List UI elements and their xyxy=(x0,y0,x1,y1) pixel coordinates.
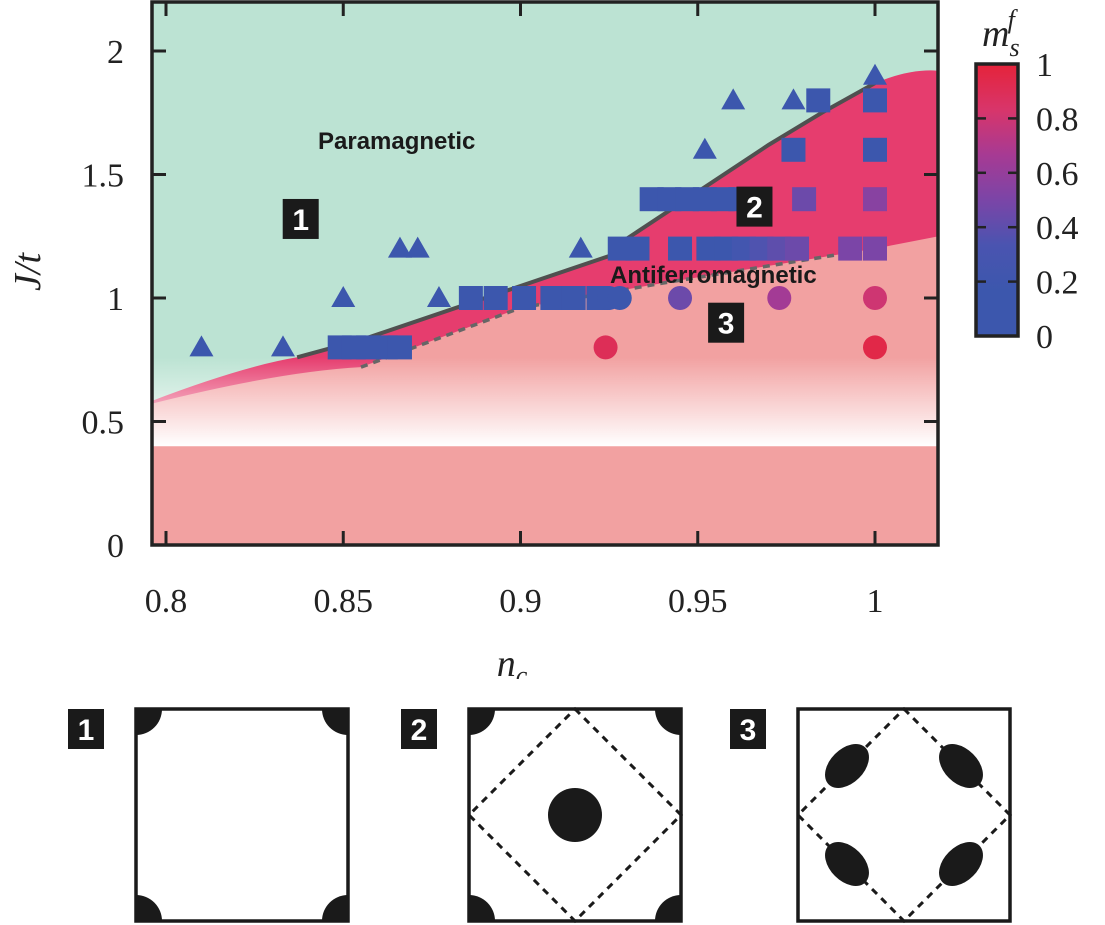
fermi-inset-3: 3 xyxy=(730,679,1040,925)
square-marker xyxy=(625,236,650,261)
antiferromagnetic-fade xyxy=(152,357,938,447)
phase-boundary-line xyxy=(296,81,876,360)
region-badge-2 xyxy=(736,186,773,227)
colorbar-tick-label: 1 xyxy=(1036,47,1053,84)
region-badge-label: 2 xyxy=(746,192,763,225)
circle-marker xyxy=(593,335,618,360)
square-marker xyxy=(785,236,810,261)
colorbar-tick-label: 0.8 xyxy=(1036,101,1079,138)
triangle-marker xyxy=(405,236,430,258)
circle-marker xyxy=(863,335,887,360)
plot-frame xyxy=(150,0,940,547)
fermi-inset-1: 1 xyxy=(68,679,378,925)
triangle-marker xyxy=(270,335,295,357)
square-marker xyxy=(561,286,586,310)
inset-mask xyxy=(106,709,136,921)
square-marker xyxy=(863,137,887,162)
square-marker xyxy=(863,187,887,212)
elliptical-pocket xyxy=(825,744,869,788)
inset-mask xyxy=(439,679,711,709)
inset-mask xyxy=(681,709,711,921)
y-axis-label: J/t xyxy=(7,252,49,291)
axis-ticks: 0.8 0.85 0.9 0.95 1 0 0.5 1 1.5 2 xyxy=(82,2,938,620)
square-marker xyxy=(792,187,817,212)
elliptical-pocket xyxy=(825,842,869,886)
inset-badge-label: 2 xyxy=(411,714,428,747)
colorbar-tick-label: 0.6 xyxy=(1036,156,1079,193)
data-markers xyxy=(189,63,887,360)
region-badge-1 xyxy=(282,198,319,239)
x-tick-label: 1 xyxy=(867,583,884,620)
triangle-marker xyxy=(863,63,887,85)
triangle-marker xyxy=(387,236,412,258)
colorbar-tick-label: 0.4 xyxy=(1036,210,1079,247)
fermi-surface-insets: 1 2 3 xyxy=(68,679,1040,925)
fermi-inset-2: 2 xyxy=(401,679,711,925)
colorbar-label: msf xyxy=(982,5,1020,62)
triangle-marker xyxy=(568,236,593,258)
square-marker xyxy=(806,88,831,113)
inset-badge-label: 1 xyxy=(78,714,95,747)
square-marker xyxy=(863,236,887,261)
inset-mask xyxy=(768,679,1040,709)
triangle-marker xyxy=(426,286,451,307)
region-badge-3 xyxy=(708,302,745,343)
square-marker xyxy=(838,236,863,261)
circle-marker xyxy=(863,286,887,310)
inset-mask xyxy=(106,679,378,709)
colorbar: msf 0 0.2 0.4 0.6 0.8 1 xyxy=(974,5,1079,356)
y-tick-label: 0 xyxy=(107,528,124,565)
region-badge-label: 3 xyxy=(718,308,735,341)
elliptical-pocket xyxy=(939,842,983,886)
x-tick-label: 0.9 xyxy=(499,583,542,620)
phase-regions xyxy=(152,2,938,545)
triangle-marker xyxy=(331,286,356,307)
triangle-marker xyxy=(721,88,746,110)
colorbar-tick-label: 0 xyxy=(1036,319,1053,356)
y-tick-label: 0.5 xyxy=(82,405,125,442)
y-tick-label: 2 xyxy=(107,34,124,71)
y-tick-label: 1 xyxy=(107,281,124,318)
square-marker xyxy=(863,88,887,113)
region-badges: 1 2 3 xyxy=(282,186,773,343)
square-marker xyxy=(668,236,693,261)
square-marker xyxy=(781,137,806,162)
center-pocket xyxy=(548,788,602,842)
inset-mask xyxy=(106,921,378,925)
elliptical-pocket xyxy=(939,744,983,788)
triangle-marker xyxy=(692,137,717,159)
triangle-marker xyxy=(781,88,806,110)
paramagnetic-label: Paramagnetic xyxy=(318,128,475,155)
antiferromagnetic-label: Antiferromagnetic xyxy=(610,262,817,289)
brillouin-zone-frame xyxy=(796,707,1012,923)
inset-mask xyxy=(439,709,469,921)
region-badge-label: 1 xyxy=(292,204,309,237)
x-tick-label: 0.95 xyxy=(668,583,728,620)
inset-badge-label: 3 xyxy=(740,714,757,747)
dashed-brillouin-zone xyxy=(795,706,1013,924)
inset-mask xyxy=(768,709,798,921)
square-marker xyxy=(540,286,565,310)
brillouin-zone-frame xyxy=(134,707,350,923)
square-marker xyxy=(512,286,537,310)
square-marker xyxy=(458,286,483,310)
square-marker xyxy=(483,286,508,310)
inset-badge xyxy=(401,709,437,749)
x-tick-label: 0.8 xyxy=(145,583,188,620)
inset-badge xyxy=(730,709,766,749)
inset-mask xyxy=(1010,709,1040,921)
colorbar-gradient xyxy=(974,62,1020,338)
inset-badge xyxy=(68,709,104,749)
square-marker xyxy=(387,335,412,360)
circle-marker xyxy=(767,286,792,310)
triangle-marker xyxy=(189,335,214,357)
x-tick-label: 0.85 xyxy=(314,583,374,620)
circle-marker xyxy=(607,286,632,310)
colorbar-tick-label: 0.2 xyxy=(1036,265,1079,302)
brillouin-zone-frame xyxy=(467,707,683,923)
inset-mask xyxy=(348,709,378,921)
y-tick-label: 1.5 xyxy=(82,158,125,195)
circle-marker xyxy=(668,286,693,310)
